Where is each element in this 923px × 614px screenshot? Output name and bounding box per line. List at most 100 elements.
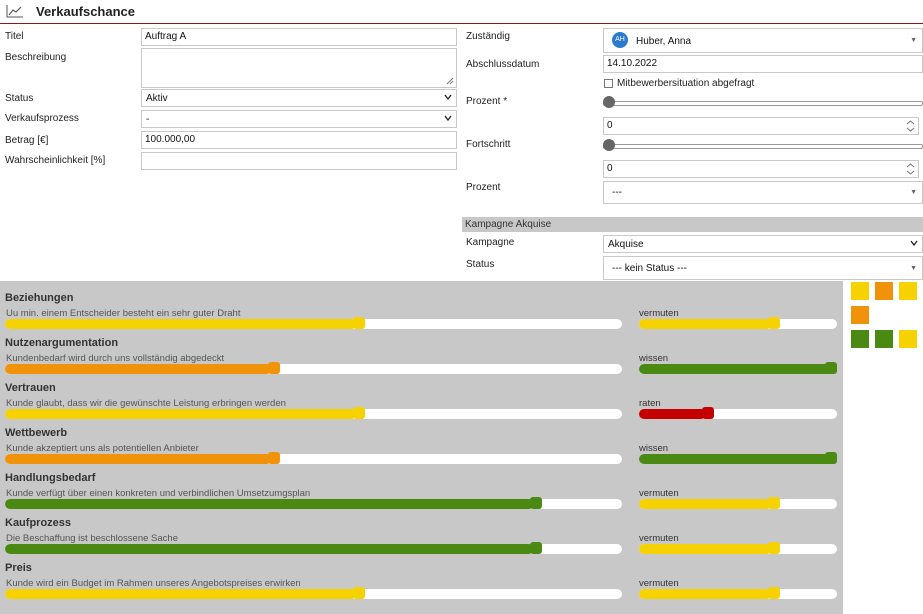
prozent-select[interactable]: --- ▼: [603, 181, 923, 204]
criterion-slider-thumb[interactable]: [268, 362, 280, 374]
criterion-slider-fill: [5, 499, 534, 509]
criterion-slider-thumb[interactable]: [353, 407, 365, 419]
spin-up-icon[interactable]: [906, 120, 915, 125]
verkaufsprozess-select[interactable]: -: [141, 110, 457, 128]
criterion-slider-thumb[interactable]: [353, 587, 365, 599]
knowledge-level-slider-thumb[interactable]: [825, 362, 837, 374]
mitbewerber-label: Mitbewerbersituation abgefragt: [617, 78, 755, 89]
criterion-level-label: vermuten: [639, 578, 679, 589]
criterion-slider[interactable]: [5, 587, 622, 599]
kampagne-status-value: --- kein Status ---: [612, 263, 688, 274]
kampagne-status-label: Status: [466, 259, 495, 270]
page-header: Verkaufschance: [0, 0, 923, 24]
beschreibung-label: Beschreibung: [5, 52, 67, 63]
chevron-down-icon: [444, 94, 452, 101]
slider-track: [603, 101, 923, 106]
prozent-required-number[interactable]: 0: [603, 117, 919, 135]
criterion-slider[interactable]: [5, 317, 622, 329]
criterion-slider[interactable]: [5, 452, 622, 464]
titel-input[interactable]: Auftrag A: [141, 28, 457, 46]
betrag-input[interactable]: 100.000,00: [141, 131, 457, 149]
criterion-slider-thumb[interactable]: [530, 497, 542, 509]
criterion-title: Handlungsbedarf: [5, 472, 96, 484]
slider-track: [603, 144, 923, 149]
knowledge-level-slider[interactable]: [639, 362, 837, 374]
abschlussdatum-input[interactable]: 14.10.2022: [603, 55, 923, 73]
dropdown-arrow-icon: ▼: [910, 265, 917, 272]
knowledge-level-slider-thumb[interactable]: [768, 542, 780, 554]
spin-down-icon[interactable]: [906, 127, 915, 132]
criterion-description: Kunde glaubt, dass wir die gewünschte Le…: [6, 398, 286, 409]
status-select[interactable]: Aktiv: [141, 89, 457, 107]
knowledge-level-slider[interactable]: [639, 407, 837, 419]
knowledge-level-slider-fill: [639, 364, 835, 374]
criterion-title: Beziehungen: [5, 292, 74, 304]
kampagne-select-value: Akquise: [608, 239, 644, 250]
criterion-slider-fill: [5, 454, 272, 464]
knowledge-level-slider-fill: [639, 544, 772, 554]
spin-up-icon[interactable]: [906, 163, 915, 168]
slider-knob[interactable]: [603, 96, 615, 108]
fortschritt-number[interactable]: 0: [603, 160, 919, 178]
kampagne-status-select[interactable]: --- kein Status --- ▼: [603, 256, 923, 280]
zustaendig-label: Zuständig: [466, 31, 510, 42]
chevron-down-icon: [910, 240, 918, 247]
status-square: [851, 330, 869, 348]
criterion-description: Kundenbedarf wird durch uns vollständig …: [6, 353, 225, 364]
criterion-slider-thumb[interactable]: [268, 452, 280, 464]
knowledge-level-slider-fill: [639, 319, 772, 329]
criterion-level-label: wissen: [639, 353, 669, 364]
criterion-description: Die Beschaffung ist beschlossene Sache: [6, 533, 178, 544]
knowledge-level-slider-thumb[interactable]: [702, 407, 714, 419]
zustaendig-select[interactable]: AH Huber, Anna ▼: [603, 28, 923, 53]
criterion-title: Kaufprozess: [5, 517, 72, 529]
criterion-title: Nutzenargumentation: [5, 337, 119, 349]
fortschritt-slider[interactable]: [603, 137, 923, 155]
criterion-slider-fill: [5, 319, 357, 329]
knowledge-level-slider-thumb[interactable]: [768, 497, 780, 509]
resize-handle-icon[interactable]: [446, 77, 454, 85]
knowledge-level-slider[interactable]: [639, 452, 837, 464]
titel-label: Titel: [5, 31, 24, 42]
criterion-description: Kunde verfügt über einen konkreten und v…: [6, 488, 311, 499]
kampagne-section-header: Kampagne Akquise: [462, 217, 923, 232]
verkaufsprozess-label: Verkaufsprozess: [5, 113, 79, 124]
criterion-slider[interactable]: [5, 407, 622, 419]
criterion-slider[interactable]: [5, 497, 622, 509]
status-select-value: Aktiv: [146, 93, 168, 104]
criterion-slider-thumb[interactable]: [353, 317, 365, 329]
spin-down-icon[interactable]: [906, 170, 915, 175]
prozent-required-slider[interactable]: [603, 94, 923, 112]
slider-knob[interactable]: [603, 139, 615, 151]
knowledge-level-slider-fill: [639, 409, 706, 419]
knowledge-level-slider[interactable]: [639, 317, 837, 329]
fortschritt-number-value: 0: [607, 163, 613, 174]
beschreibung-textarea[interactable]: [141, 48, 457, 88]
dropdown-arrow-icon: ▼: [910, 189, 917, 196]
verkaufsprozess-select-value: -: [146, 114, 150, 125]
criterion-slider[interactable]: [5, 362, 622, 374]
criterion-description: Kunde akzeptiert uns als potentiellen An…: [6, 443, 199, 454]
kampagne-select[interactable]: Akquise: [603, 235, 923, 253]
knowledge-level-slider[interactable]: [639, 497, 837, 509]
criterion-slider-thumb[interactable]: [530, 542, 542, 554]
knowledge-level-slider[interactable]: [639, 542, 837, 554]
betrag-label: Betrag [€]: [5, 135, 49, 146]
knowledge-level-slider-thumb[interactable]: [825, 452, 837, 464]
status-label: Status: [5, 93, 34, 104]
criterion-slider[interactable]: [5, 542, 622, 554]
criterion-description: Kunde wird ein Budget im Rahmen unseres …: [6, 578, 301, 589]
criterion-description: Uu min. einem Entscheider besteht ein se…: [6, 308, 241, 319]
status-square: [875, 330, 893, 348]
knowledge-level-slider-thumb[interactable]: [768, 587, 780, 599]
criterion-title: Wettbewerb: [5, 427, 68, 439]
fortschritt-label: Fortschritt: [466, 139, 511, 150]
wahrscheinlichkeit-label: Wahrscheinlichkeit [%]: [5, 155, 106, 166]
wahrscheinlichkeit-input[interactable]: [141, 152, 457, 170]
knowledge-level-slider-thumb[interactable]: [768, 317, 780, 329]
mitbewerber-checkbox[interactable]: [604, 79, 613, 88]
status-square: [851, 306, 869, 324]
line-chart-icon: [6, 5, 23, 18]
knowledge-level-slider[interactable]: [639, 587, 837, 599]
criterion-slider-fill: [5, 409, 357, 419]
